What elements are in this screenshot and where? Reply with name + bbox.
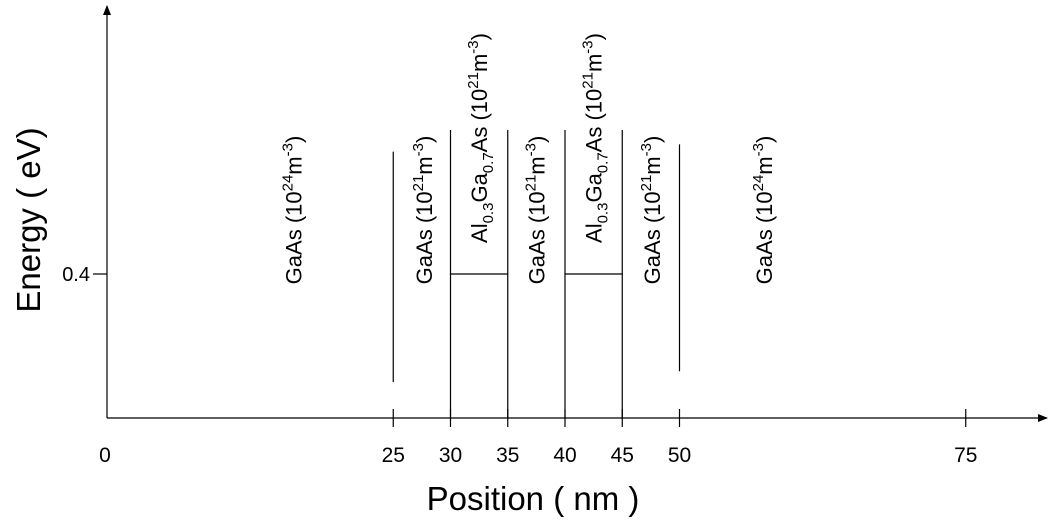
- x-tick-label: 50: [668, 444, 691, 467]
- region-label: GaAs (1021m-3): [410, 136, 437, 285]
- x-tick-label: 0: [99, 444, 111, 467]
- x-tick-label: 35: [496, 444, 519, 467]
- region-label: GaAs (1021m-3): [638, 136, 665, 285]
- region-label: Al0.3Ga0.7As (1021m-3): [465, 33, 497, 243]
- x-ticks: 0 25 30 35 40 45 50 75: [99, 409, 977, 467]
- y-axis-label: Energy ( eV): [10, 127, 47, 312]
- dividers: [392, 130, 681, 382]
- x-tick-label: 30: [439, 444, 462, 467]
- y-ticks: 0.4: [62, 264, 107, 286]
- region-label: GaAs (1024m-3): [750, 136, 777, 285]
- x-tick-label: 45: [611, 444, 634, 467]
- y-tick-label: 0.4: [62, 264, 90, 286]
- x-axis-label: Position ( nm ): [427, 480, 640, 517]
- region-label: GaAs (1021m-3): [522, 136, 549, 285]
- x-tick-label: 75: [954, 444, 977, 467]
- region-labels: GaAs (1024m-3) GaAs (1021m-3) Al0.3Ga0.7As…: [280, 33, 778, 284]
- x-tick-label: 40: [553, 444, 576, 467]
- x-tick-label: 25: [382, 444, 405, 467]
- axes: [103, 5, 1048, 422]
- barrier-outline: [449, 273, 509, 418]
- region-label: GaAs (1024m-3): [280, 136, 307, 285]
- barriers: [449, 273, 623, 418]
- region-label: Al0.3Ga0.7As (1021m-3): [580, 33, 612, 243]
- barrier-outline: [564, 273, 623, 418]
